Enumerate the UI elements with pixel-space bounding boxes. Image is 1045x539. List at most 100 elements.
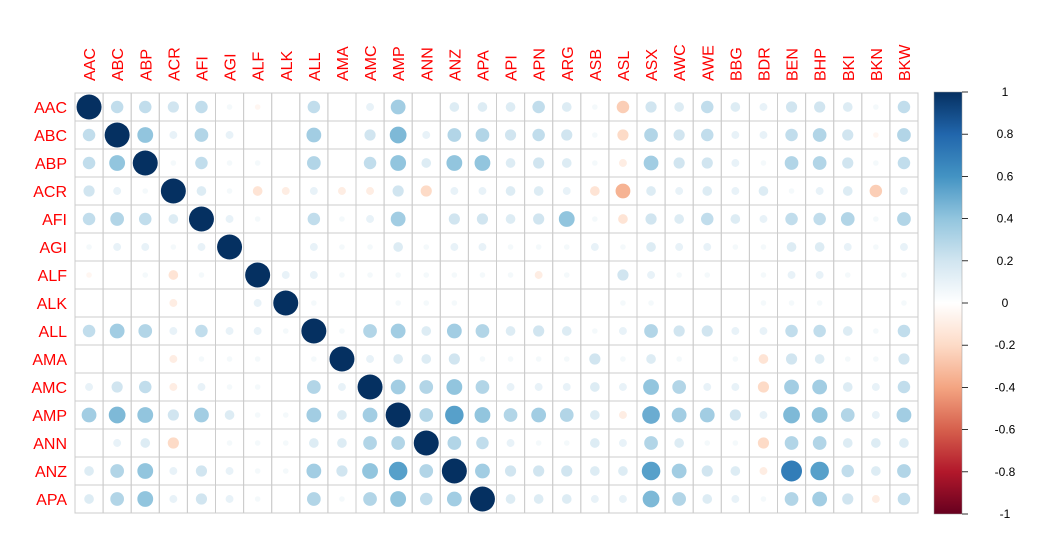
- correlation-circle-AMP-AWE: [699, 407, 715, 423]
- correlation-circle-AFI-BKN: [873, 216, 879, 222]
- correlation-circle-AMC-BHP: [812, 379, 828, 395]
- column-label: AGI: [223, 53, 240, 81]
- correlation-circle-AMC-ALF: [254, 384, 261, 390]
- correlation-circle-ANN-ABP: [140, 438, 151, 448]
- correlation-circle-ANN-AMP: [391, 436, 405, 450]
- correlation-circle-ALL-ASX: [644, 324, 658, 338]
- correlation-circle-AMA-AMC: [366, 355, 374, 363]
- correlation-circle-ABC-ASL: [617, 129, 629, 141]
- correlation-circle-AGI-ASL: [620, 244, 626, 250]
- correlation-circle-ANN-BKN: [871, 438, 881, 448]
- correlation-circle-ACR-BEN: [788, 188, 795, 194]
- correlation-circle-ABP-ALL: [307, 156, 321, 170]
- colorbar-tick-label: 0.6: [997, 169, 1014, 183]
- colorbar-tick-label: 1: [1002, 85, 1009, 99]
- correlation-circle-ABC-ANN: [422, 131, 431, 139]
- correlation-circle-AMC-AWC: [672, 380, 687, 394]
- correlation-circle-AMP-BKW: [896, 407, 912, 423]
- correlation-circle-APA-ANZ: [446, 491, 462, 507]
- correlation-circle-ALF-ASX: [647, 271, 655, 279]
- correlation-circle-ACR-ANN: [420, 185, 432, 197]
- correlation-circle-AMA-BEN: [785, 353, 798, 365]
- correlation-circle-AFI-ALF: [254, 216, 261, 222]
- colorbar-tick-label: -0.4: [995, 380, 1016, 394]
- correlation-circle-AMP-APN: [531, 407, 547, 423]
- row-label: ALF: [38, 268, 68, 285]
- correlation-circle-ABP-API: [505, 158, 516, 168]
- correlation-circle-ANN-AGI: [226, 440, 233, 446]
- correlation-circle-ANN-API: [506, 439, 515, 447]
- colorbar-tick-label: -0.6: [995, 423, 1016, 437]
- correlation-circle-AFI-AWE: [701, 212, 714, 226]
- correlation-circle-ABP-BKW: [897, 156, 911, 170]
- correlation-circle-ANN-BKW: [899, 438, 909, 448]
- correlation-circle-ALL-API: [505, 326, 516, 336]
- correlation-circle-APA-ALL: [307, 492, 321, 506]
- correlation-circle-ABC-BEN: [785, 128, 798, 142]
- column-label: AMA: [335, 46, 352, 81]
- correlation-circle-ANZ-AMC: [362, 463, 378, 479]
- correlation-circle-ANZ-API: [504, 465, 517, 477]
- correlation-circle-ACR-AMA: [338, 187, 346, 195]
- correlation-circle-AMP-ACR: [167, 409, 179, 421]
- correlation-circle-AMP-BBG: [729, 409, 741, 421]
- column-label: BEN: [785, 48, 802, 81]
- correlation-circle-ANZ-AMA: [336, 465, 348, 477]
- correlation-circle-ACR-BKI: [842, 186, 853, 196]
- row-label: AAC: [34, 100, 67, 117]
- correlation-circle-ANN-BEN: [784, 436, 799, 450]
- correlation-circle-ALL-ANN: [421, 326, 432, 336]
- correlation-circle-AFI-BKW: [897, 212, 911, 226]
- correlation-circle-AMA-BHP: [814, 354, 825, 364]
- correlation-circle-ALL-ABP: [138, 324, 153, 338]
- correlation-circle-AGI-BDR: [760, 244, 767, 250]
- correlation-circle-ALF-ALL: [309, 271, 318, 279]
- correlation-circle-ANN-BDR: [757, 437, 770, 449]
- correlation-circle-ANZ-ANZ: [441, 458, 467, 484]
- correlation-circle-ABP-ASB: [592, 160, 598, 166]
- correlation-circle-APA-API: [505, 494, 516, 504]
- correlation-circle-ANN-ABC: [113, 439, 122, 447]
- correlation-circle-AMC-BKW: [897, 380, 911, 394]
- correlation-circle-AMA-ASL: [620, 356, 626, 362]
- correlation-circle-ALL-APN: [533, 325, 545, 337]
- correlation-circle-ABC-AMC: [364, 129, 376, 141]
- colorbar-tick-label: -0.2: [995, 338, 1016, 352]
- correlation-circle-ABP-AWE: [701, 157, 713, 169]
- correlation-circle-ALL-BEN: [785, 324, 798, 338]
- correlation-circle-ALL-APA: [475, 324, 490, 338]
- column-label: ALK: [279, 50, 296, 81]
- column-label: ALL: [307, 52, 324, 81]
- correlation-circle-APA-APN: [533, 494, 544, 504]
- correlation-circle-ACR-AWC: [675, 187, 684, 195]
- column-label: BBG: [728, 47, 745, 81]
- correlation-circle-AMC-AMA: [338, 383, 346, 391]
- correlation-circle-ABC-AWE: [701, 128, 714, 142]
- correlation-circle-APA-AWC: [672, 492, 687, 506]
- correlation-circle-ABC-ACR: [169, 131, 178, 139]
- correlation-circle-AGI-AAC: [86, 244, 92, 250]
- correlation-circle-ABC-ANZ: [447, 128, 462, 142]
- correlation-circle-ABC-BKW: [897, 128, 911, 142]
- correlation-circle-AAC-ANZ: [449, 102, 460, 112]
- correlation-circle-ALF-BEN: [787, 271, 796, 279]
- correlation-circle-ANN-ALF: [254, 440, 261, 446]
- correlation-circle-ANZ-AWE: [701, 465, 713, 477]
- correlation-circle-ABC-ARG: [561, 129, 573, 141]
- column-label: ABP: [138, 49, 155, 81]
- correlation-circle-ANZ-ABC: [110, 464, 124, 478]
- correlation-circle-APA-AMC: [363, 492, 377, 506]
- correlation-circle-ANZ-BEN: [781, 460, 803, 482]
- column-label: AAC: [82, 48, 99, 81]
- correlation-circle-ALL-AAC: [82, 324, 96, 338]
- correlation-circle-APA-AWE: [702, 494, 713, 504]
- correlation-circle-AGI-ASB: [590, 243, 599, 251]
- row-label: AMP: [32, 408, 67, 425]
- correlation-circle-APA-AMA: [339, 496, 345, 502]
- correlation-circle-AGI-AWE: [703, 243, 712, 251]
- correlation-circle-ALL-AFI: [195, 324, 208, 338]
- correlation-circle-AMC-AAC: [85, 383, 94, 391]
- correlation-circle-AAC-ASL: [616, 100, 630, 114]
- correlation-circle-ABP-APA: [474, 155, 491, 171]
